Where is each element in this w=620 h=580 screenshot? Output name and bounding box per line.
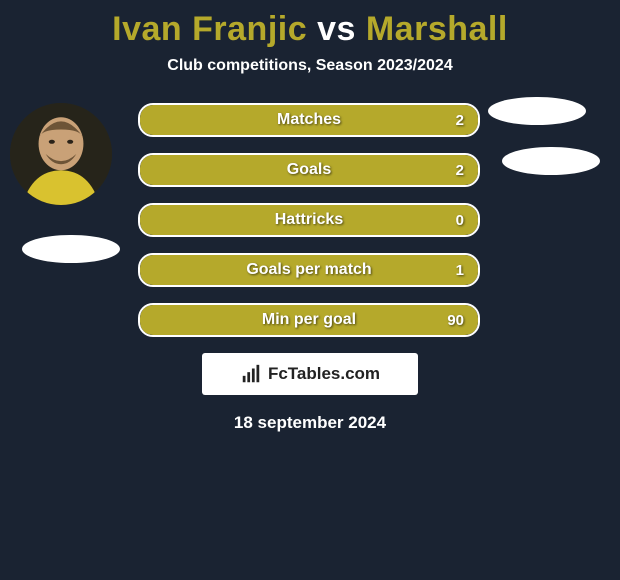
stat-value: 2 [456,155,464,185]
player2-avatar-placeholder [488,97,586,125]
page-title: Ivan Franjic vs Marshall [0,0,620,49]
title-player1: Ivan Franjic [112,10,307,48]
title-player2: Marshall [366,10,508,48]
player1-avatar [10,103,112,205]
avatar-illustration [10,103,112,205]
stat-row-min-per-goal: Min per goal 90 [138,303,480,337]
player2-name-placeholder [502,147,600,175]
comparison-area: Matches 2 Goals 2 Hattricks 0 Goals per … [0,103,620,337]
stat-label: Goals [287,161,331,179]
stat-row-matches: Matches 2 [138,103,480,137]
stat-label: Goals per match [246,261,371,279]
stat-value: 2 [456,105,464,135]
stat-value: 1 [456,255,464,285]
brand-text: FcTables.com [268,364,380,384]
stat-label: Min per goal [262,311,356,329]
stats-bars: Matches 2 Goals 2 Hattricks 0 Goals per … [138,103,480,337]
date-text: 18 september 2024 [0,413,620,433]
stat-value: 90 [447,305,464,335]
player1-name-placeholder [22,235,120,263]
stat-label: Matches [277,111,341,129]
title-vs: vs [307,10,366,48]
subtitle: Club competitions, Season 2023/2024 [0,57,620,75]
comparison-infographic: Ivan Franjic vs Marshall Club competitio… [0,0,620,580]
stat-value: 0 [456,205,464,235]
brand-attribution: FcTables.com [202,353,418,395]
stat-row-goals: Goals 2 [138,153,480,187]
stat-label: Hattricks [275,211,343,229]
stat-row-hattricks: Hattricks 0 [138,203,480,237]
bar-chart-icon [240,363,262,385]
stat-row-goals-per-match: Goals per match 1 [138,253,480,287]
